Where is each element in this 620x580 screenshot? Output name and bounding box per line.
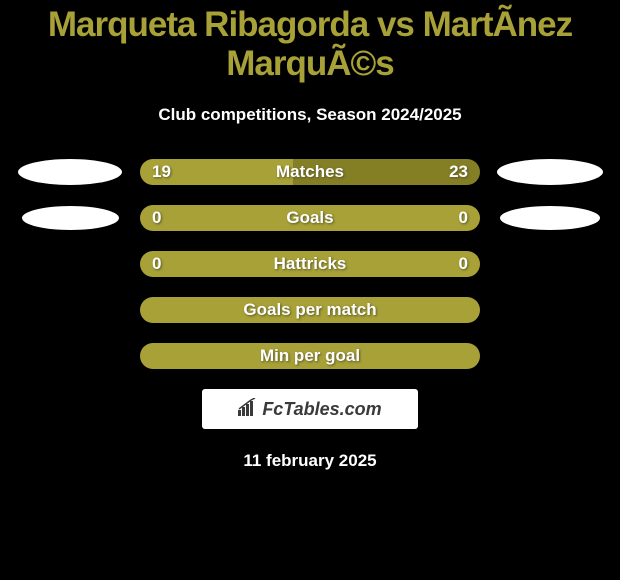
stat-row: 00Hattricks xyxy=(0,251,620,277)
logo-text: FcTables.com xyxy=(262,399,381,420)
chart-icon xyxy=(238,398,258,421)
stat-label: Hattricks xyxy=(140,254,480,274)
stat-label: Matches xyxy=(140,162,480,182)
subtitle: Club competitions, Season 2024/2025 xyxy=(0,105,620,125)
stat-row: Goals per match xyxy=(0,297,620,323)
ellipse-right xyxy=(497,159,603,185)
stat-bar: Min per goal xyxy=(140,343,480,369)
stat-bar: 1923Matches xyxy=(140,159,480,185)
stat-label: Min per goal xyxy=(140,346,480,366)
ellipse-right xyxy=(500,206,600,230)
stat-label: Goals xyxy=(140,208,480,228)
ellipse-left xyxy=(22,206,119,230)
ellipse-left xyxy=(18,159,122,185)
ellipse-left-wrap xyxy=(0,159,140,185)
stat-bar: 00Hattricks xyxy=(140,251,480,277)
stats-container: 1923Matches 00Goals 00Hattricks Goals per m… xyxy=(0,159,620,369)
stat-bar: 00Goals xyxy=(140,205,480,231)
stat-row: 00Goals xyxy=(0,205,620,231)
stat-label: Goals per match xyxy=(140,300,480,320)
ellipse-left-wrap xyxy=(0,206,140,230)
page-title: Marqueta Ribagorda vs MartÃ­nez MarquÃ©s xyxy=(0,0,620,83)
logo-box: FcTables.com xyxy=(202,389,418,429)
date-text: 11 february 2025 xyxy=(0,451,620,471)
stat-row: 1923Matches xyxy=(0,159,620,185)
stat-bar: Goals per match xyxy=(140,297,480,323)
ellipse-right-wrap xyxy=(480,206,620,230)
ellipse-right-wrap xyxy=(480,159,620,185)
stat-row: Min per goal xyxy=(0,343,620,369)
